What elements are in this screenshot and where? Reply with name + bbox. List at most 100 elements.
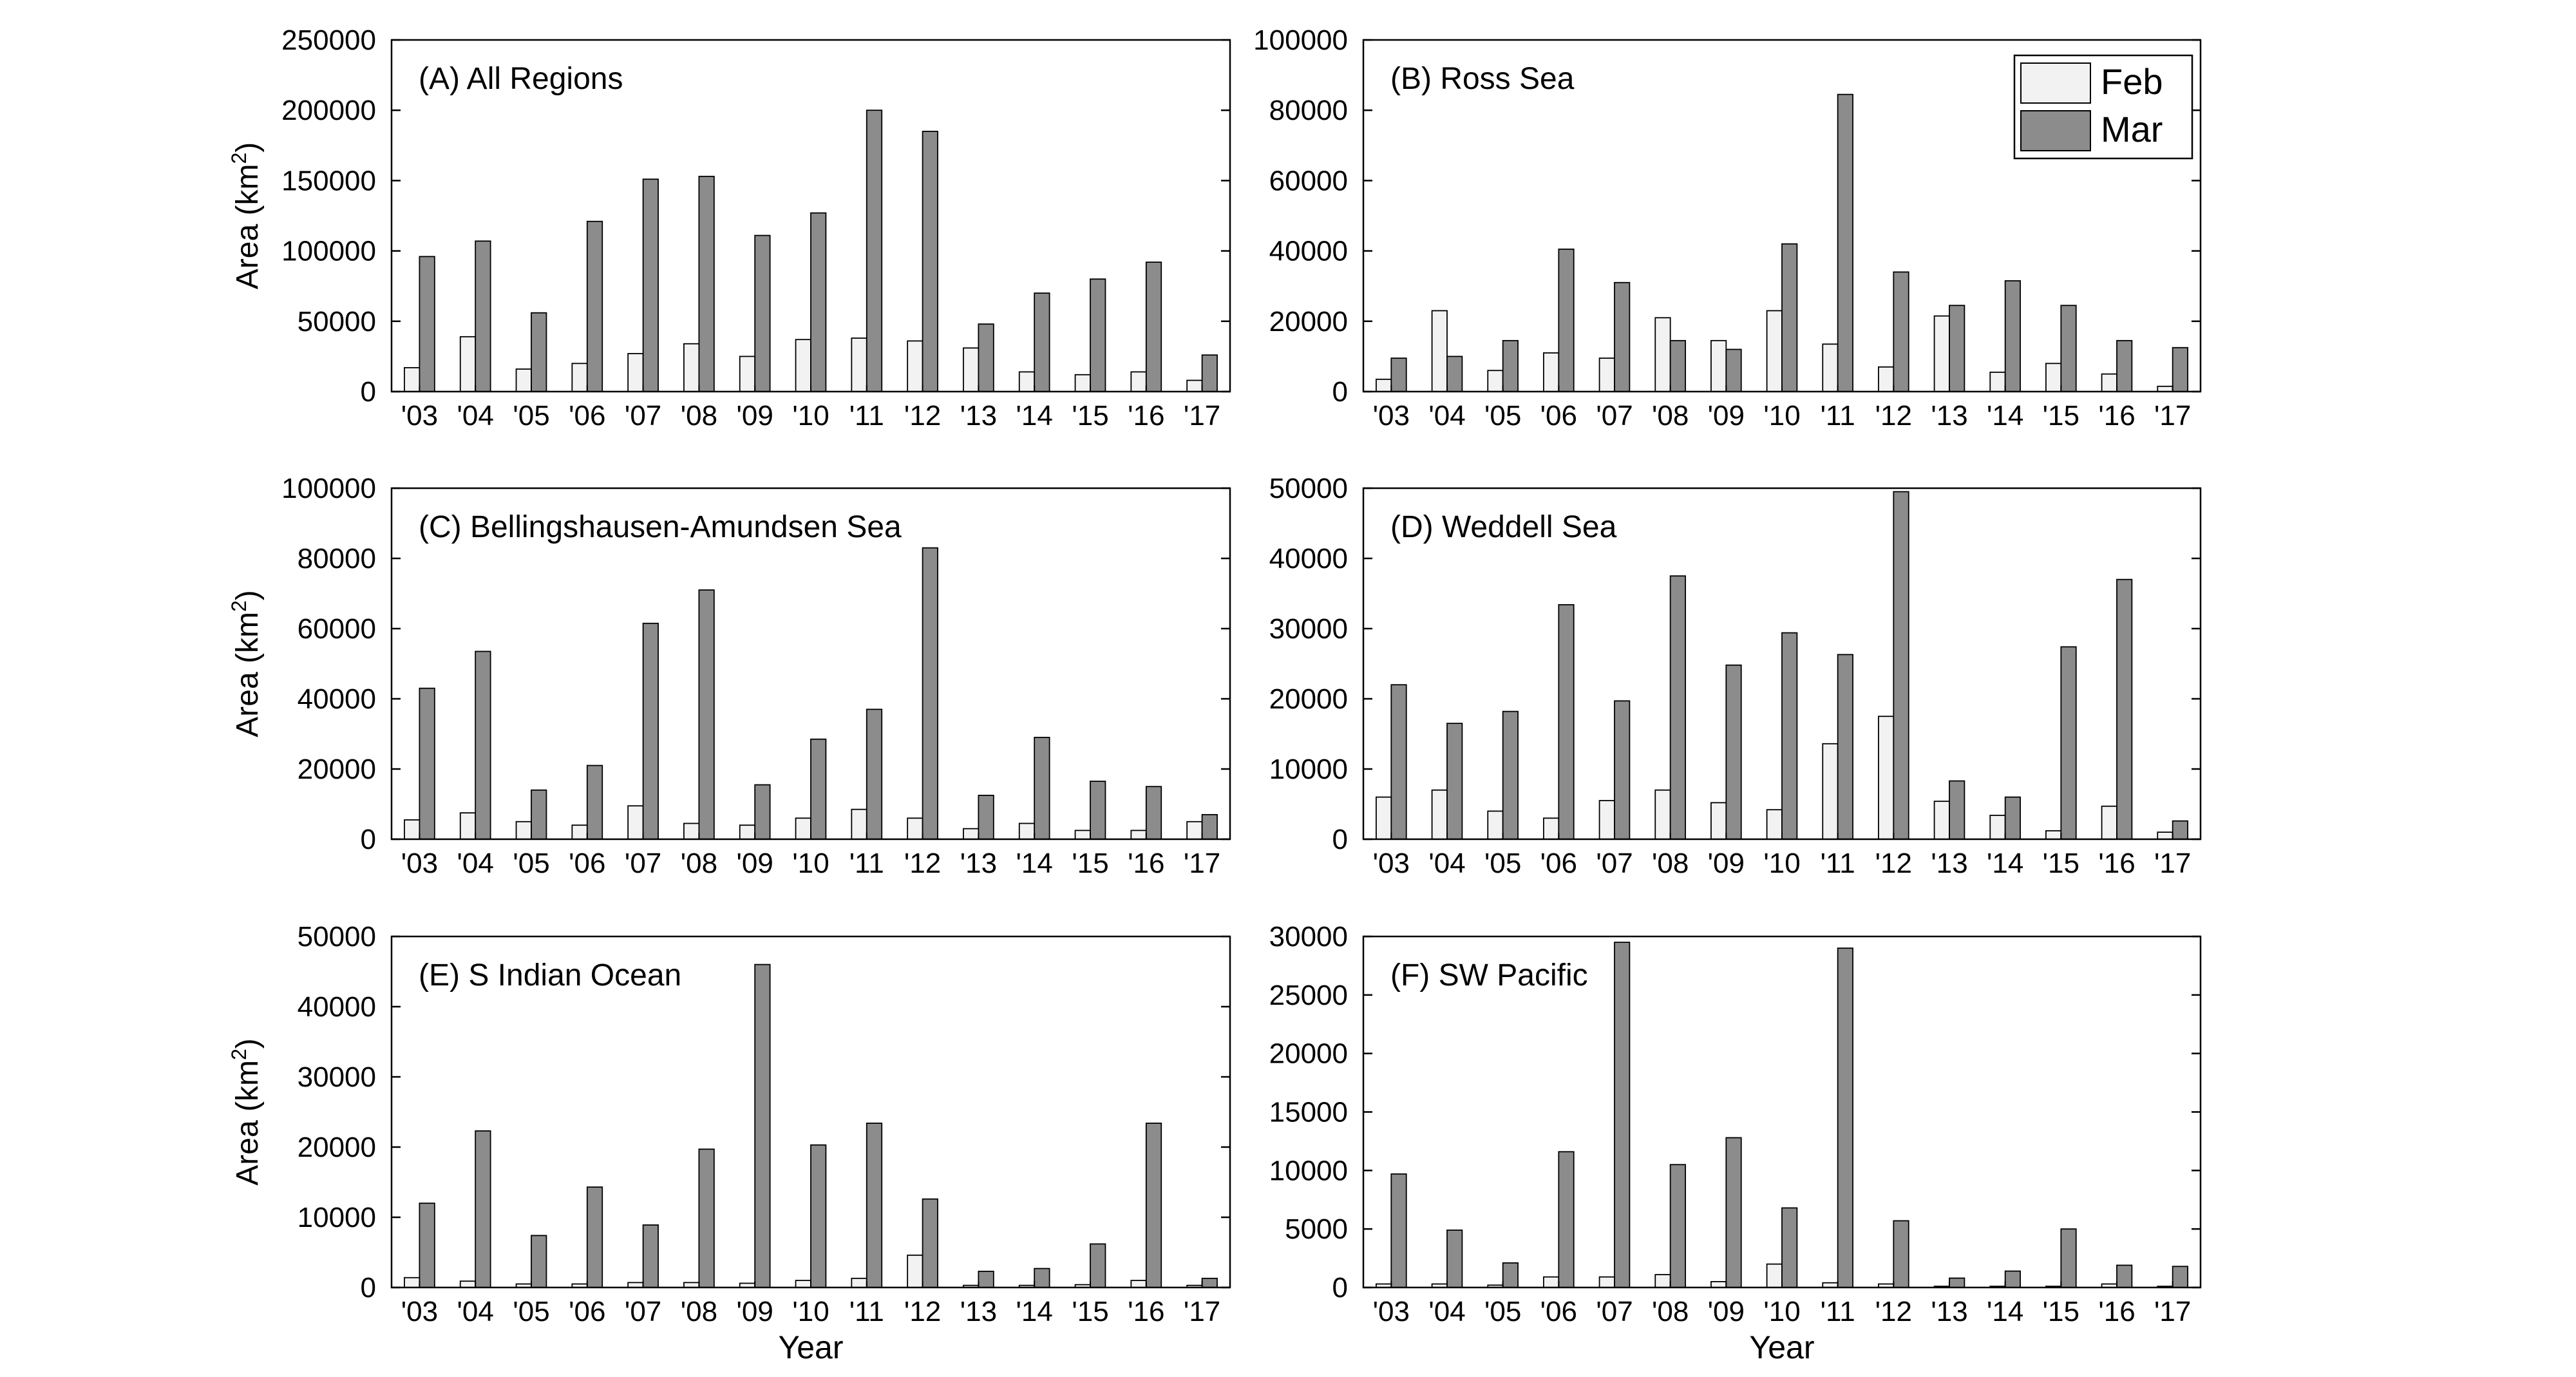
bar-mar-12 [2060,646,2077,840]
x-tick-label: '16 [2098,1296,2135,1327]
x-tick-label: '16 [1128,1296,1164,1327]
bar-feb-7 [795,339,811,392]
panel-title: (F) SW Pacific [1390,958,1588,992]
bar-feb-13 [2101,805,2117,840]
legend-label-mar: Mar [2101,109,2163,149]
bar-mar-4 [642,1224,659,1288]
bar-mar-0 [419,1202,435,1288]
x-tick-label: '13 [960,1296,997,1327]
x-tick-label: '17 [1184,1296,1220,1327]
y-tick-label: 30000 [1269,613,1348,645]
y-tick-label: 5000 [1285,1213,1348,1245]
x-tick-label: '14 [1016,400,1053,432]
bar-mar-0 [1390,1173,1407,1288]
x-tick-label: '16 [2098,400,2135,432]
x-tick-label: '15 [1072,848,1108,879]
bar-mar-3 [586,764,603,840]
x-tick-label: '07 [625,848,661,879]
bar-mar-2 [1502,710,1519,840]
x-tick-label: '06 [569,400,605,432]
bar-mar-12 [2060,1228,2077,1288]
x-tick-label: '08 [1652,848,1689,879]
y-tick-label: 250000 [281,24,376,56]
panel-title: (D) Weddell Sea [1390,510,1617,544]
x-tick-label: '05 [513,848,549,879]
bar-mar-2 [531,789,547,840]
y-tick-label: 100000 [281,236,376,267]
x-tick-label: '09 [737,400,773,432]
y-tick-label: 20000 [1269,306,1348,337]
x-axis-label: Year [778,1329,843,1365]
bar-feb-9 [907,817,923,840]
bar-feb-9 [1878,716,1895,840]
bar-feb-2 [515,368,532,392]
bar-feb-6 [739,356,756,392]
x-tick-label: '14 [1016,848,1053,879]
bar-feb-4 [627,805,644,840]
y-tick-label: 10000 [298,1202,376,1233]
x-tick-label: '12 [904,848,941,879]
x-tick-label: '10 [1763,400,1800,432]
bar-feb-1 [1431,789,1448,840]
y-tick-label: 40000 [1269,236,1348,267]
x-tick-label: '11 [1821,848,1855,879]
bar-mar-2 [531,312,547,392]
bar-feb-10 [1933,315,1950,392]
bar-feb-0 [404,819,421,840]
y-tick-label: 40000 [1269,543,1348,575]
bar-feb-7 [795,1280,811,1288]
bar-mar-14 [1201,813,1218,840]
x-tick-label: '11 [849,1296,884,1327]
x-tick-label: '04 [1428,400,1465,432]
y-tick-label: 0 [1332,376,1348,408]
bar-feb-7 [1766,310,1783,392]
bar-feb-5 [1654,317,1671,392]
bar-feb-4 [1598,357,1615,392]
bar-mar-1 [475,651,491,840]
bar-feb-2 [1487,370,1504,392]
bar-feb-8 [851,337,867,392]
bar-mar-14 [2172,347,2188,392]
y-tick-label: 80000 [1269,95,1348,126]
y-tick-label: 0 [361,376,376,408]
bar-feb-1 [459,1280,477,1288]
bar-mar-13 [2116,1264,2133,1288]
x-tick-label: '10 [792,1296,829,1327]
x-tick-label: '08 [681,848,717,879]
bar-mar-13 [1145,1123,1162,1288]
bar-mar-11 [1034,737,1050,840]
x-tick-label: '07 [625,1296,661,1327]
bar-mar-5 [1669,575,1686,840]
bar-feb-4 [1598,1276,1615,1288]
x-tick-label: '12 [1875,400,1912,432]
bar-mar-0 [1390,357,1407,392]
bar-mar-3 [1558,604,1575,840]
y-tick-label: 20000 [298,754,376,785]
bar-mar-6 [1725,1137,1742,1288]
bar-mar-3 [586,220,603,392]
x-tick-label: '14 [1987,400,2023,432]
bar-mar-9 [1893,271,1909,392]
y-tick-label: 100000 [1253,24,1348,56]
bar-feb-5 [1654,789,1671,840]
bar-mar-13 [1145,786,1162,840]
bar-mar-10 [1949,780,1965,840]
x-tick-label: '09 [1708,848,1745,879]
bar-feb-7 [1766,809,1783,840]
bar-mar-5 [1669,339,1686,392]
bar-feb-5 [1654,1274,1671,1288]
bar-feb-12 [1074,374,1091,392]
x-tick-label: '10 [792,400,829,432]
x-tick-label: '13 [1931,848,1967,879]
bar-feb-8 [851,1277,867,1288]
bar-feb-8 [851,808,867,840]
x-tick-label: '11 [1821,1296,1855,1327]
x-tick-label: '11 [849,400,884,432]
x-tick-label: '17 [2154,848,2191,879]
bar-mar-3 [586,1186,603,1288]
panel-title: (E) S Indian Ocean [419,958,681,992]
bar-feb-3 [1543,817,1560,840]
bar-feb-12 [1074,830,1091,840]
bar-mar-9 [922,547,938,840]
y-tick-label: 15000 [1269,1097,1348,1128]
